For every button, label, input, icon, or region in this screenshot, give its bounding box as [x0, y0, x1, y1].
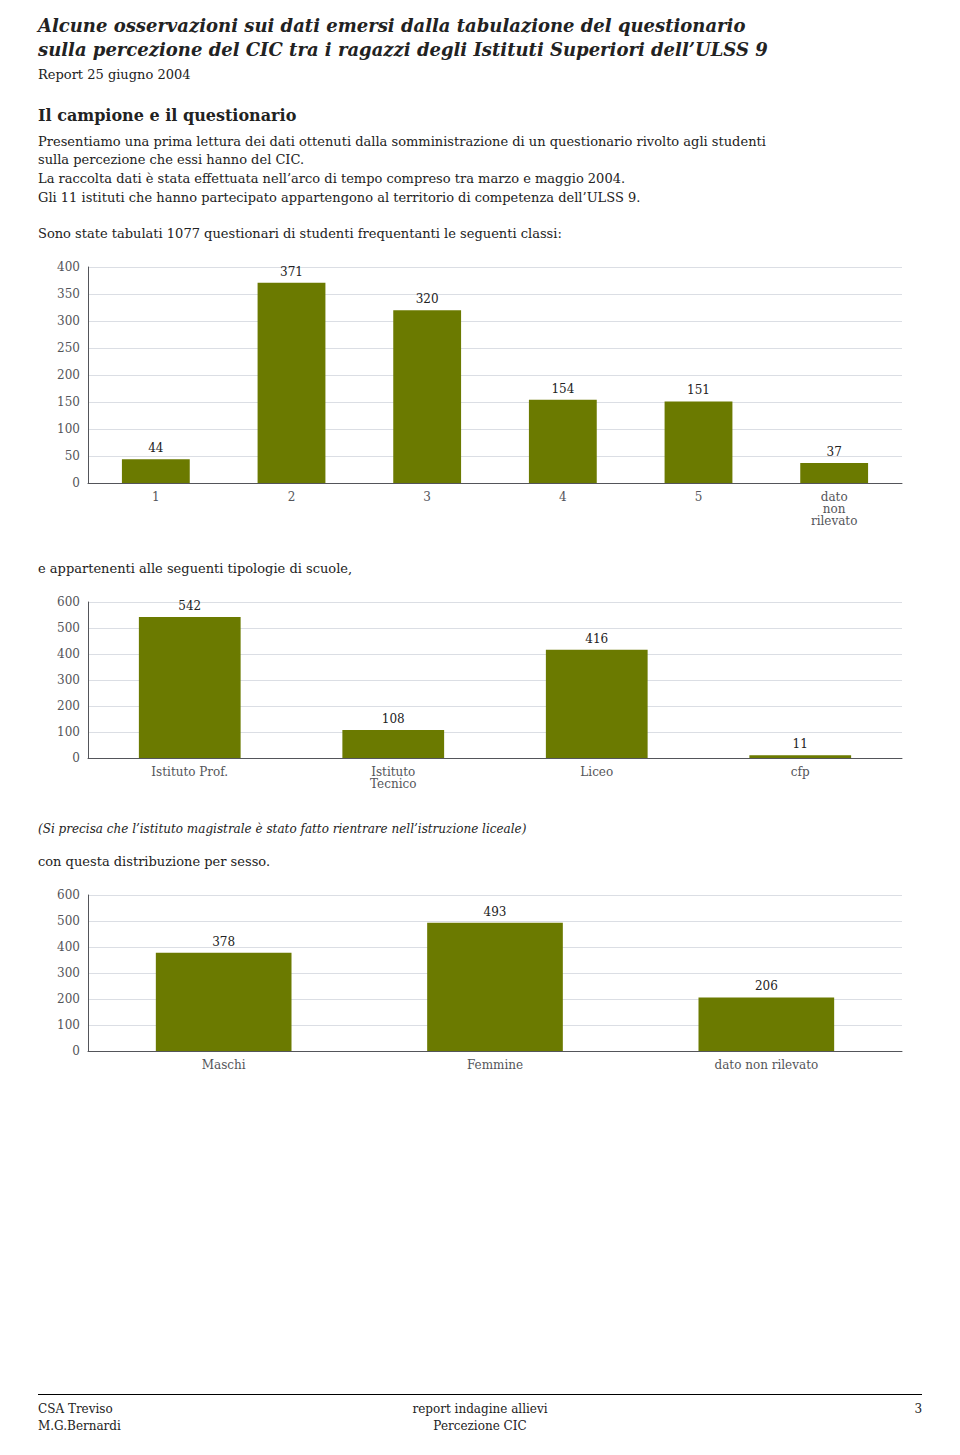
svg-text:400: 400	[57, 647, 80, 661]
html-text:Percezione CIC: Percezione CIC	[433, 1419, 527, 1434]
svg-text:4: 4	[559, 490, 567, 504]
svg-text:378: 378	[212, 935, 235, 949]
svg-text:154: 154	[551, 382, 574, 396]
svg-text:108: 108	[382, 712, 405, 726]
svg-text:37: 37	[827, 445, 842, 459]
svg-text:400: 400	[57, 260, 80, 274]
svg-text:Femmine: Femmine	[467, 1058, 523, 1072]
svg-text:416: 416	[585, 632, 608, 646]
svg-text:3: 3	[423, 490, 431, 504]
svg-text:350: 350	[57, 287, 80, 301]
svg-text:100: 100	[57, 725, 80, 739]
svg-text:0: 0	[72, 476, 80, 490]
svg-text:dato non rilevato: dato non rilevato	[714, 1058, 818, 1072]
svg-text:0: 0	[72, 1044, 80, 1058]
svg-text:Istituto Prof.: Istituto Prof.	[151, 765, 228, 779]
html-text:Report 25 giugno 2004: Report 25 giugno 2004	[38, 66, 191, 82]
html-text:CSA Treviso: CSA Treviso	[38, 1402, 113, 1417]
svg-text:dato: dato	[820, 490, 848, 504]
svg-text:600: 600	[57, 888, 80, 902]
html-text:report indagine allievi: report indagine allievi	[412, 1402, 548, 1417]
svg-text:cfp: cfp	[791, 765, 810, 779]
svg-text:500: 500	[57, 914, 80, 928]
svg-text:2: 2	[288, 490, 296, 504]
svg-text:206: 206	[755, 979, 778, 993]
svg-text:500: 500	[57, 621, 80, 635]
svg-text:11: 11	[793, 737, 808, 751]
svg-text:250: 250	[57, 341, 80, 355]
html-text:Gli 11 istituti che hanno part: Gli 11 istituti che hanno partecipato ap…	[38, 190, 641, 206]
svg-text:Liceo: Liceo	[580, 765, 613, 779]
svg-text:493: 493	[484, 905, 507, 919]
svg-text:300: 300	[57, 966, 80, 980]
svg-text:100: 100	[57, 1018, 80, 1032]
html-text:3: 3	[914, 1402, 922, 1417]
svg-text:400: 400	[57, 940, 80, 954]
html-text:sulla percezione che essi hann: sulla percezione che essi hanno del CIC.	[38, 152, 305, 168]
svg-text:300: 300	[57, 314, 80, 328]
html-text:Il campione e il questionario: Il campione e il questionario	[38, 105, 297, 125]
svg-text:rilevato: rilevato	[811, 514, 858, 528]
html-text:La raccolta dati è stata effet: La raccolta dati è stata effettuata nell…	[38, 171, 626, 187]
svg-text:320: 320	[416, 292, 439, 306]
svg-text:100: 100	[57, 422, 80, 436]
svg-text:600: 600	[57, 595, 80, 609]
svg-text:151: 151	[687, 383, 710, 397]
svg-text:200: 200	[57, 368, 80, 382]
svg-text:300: 300	[57, 673, 80, 687]
svg-text:200: 200	[57, 699, 80, 713]
svg-text:50: 50	[65, 449, 80, 463]
svg-text:0: 0	[72, 751, 80, 765]
svg-text:5: 5	[695, 490, 703, 504]
html-text:Alcune osservazioni sui dati e: Alcune osservazioni sui dati emersi dall…	[38, 15, 768, 61]
html-text:Sono state tabulati 1077 quest: Sono state tabulati 1077 questionari di …	[38, 226, 562, 241]
html-text:Presentiamo una prima lettura: Presentiamo una prima lettura dei dati o…	[38, 133, 766, 149]
svg-text:Istituto: Istituto	[371, 765, 416, 779]
svg-text:44: 44	[148, 441, 164, 455]
html-text:M.G.Bernardi: M.G.Bernardi	[38, 1419, 121, 1434]
svg-text:150: 150	[57, 395, 80, 409]
html-text:(Si precisa che l’istituto mag: (Si precisa che l’istituto magistrale è …	[38, 822, 527, 836]
svg-text:542: 542	[178, 599, 201, 613]
html-text:e appartenenti alle seguenti t: e appartenenti alle seguenti tipologie d…	[38, 561, 353, 576]
svg-text:Maschi: Maschi	[202, 1058, 246, 1072]
html-text:con questa distribuzione per s: con questa distribuzione per sesso.	[38, 854, 271, 869]
svg-text:1: 1	[152, 490, 160, 504]
svg-text:non: non	[822, 502, 846, 516]
svg-text:Tecnico: Tecnico	[370, 777, 416, 791]
svg-text:200: 200	[57, 992, 80, 1006]
svg-text:371: 371	[280, 265, 303, 279]
